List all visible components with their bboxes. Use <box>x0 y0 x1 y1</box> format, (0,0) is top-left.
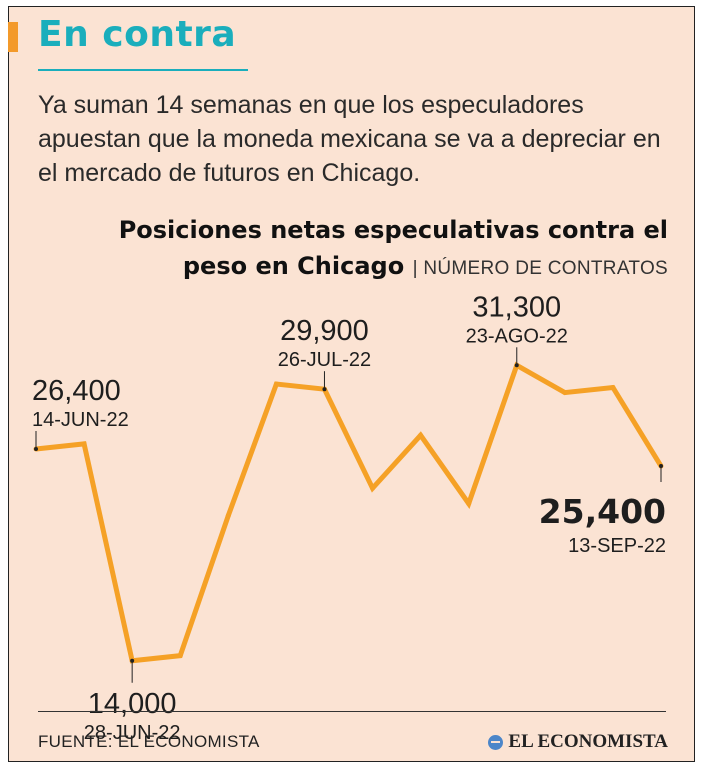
annotation-date: 28-JUN-22 <box>84 722 181 744</box>
data-point <box>466 501 472 507</box>
annotation-value: 29,900 <box>280 315 369 347</box>
annotation-value: 14,000 <box>88 688 177 720</box>
logo-text: EL ECONOMISTA <box>508 731 668 752</box>
data-point <box>418 432 424 438</box>
series-line <box>35 361 664 664</box>
annotation-dot <box>322 387 327 392</box>
data-point <box>370 485 376 491</box>
subtitle: Ya suman 14 semanas en que los especulad… <box>38 91 661 187</box>
annotation-dot <box>659 464 663 469</box>
chart-title: Posiciones netas especulativas contra el… <box>48 212 668 287</box>
annotation-value: 31,300 <box>472 291 561 323</box>
headline: En contra <box>38 14 237 55</box>
headline-underline <box>38 69 248 71</box>
annotation-dot <box>34 446 38 451</box>
accent-bar <box>8 22 18 52</box>
annotation-value: 25,400 <box>539 492 666 531</box>
annotation-dot <box>514 363 519 368</box>
card-background <box>8 6 695 762</box>
annotation-dot <box>130 658 135 663</box>
data-point <box>273 381 279 387</box>
data-point <box>562 390 568 396</box>
annotation-date: 14-JUN-22 <box>32 409 129 431</box>
annotation-date: 13-SEP-22 <box>568 535 666 557</box>
data-point <box>177 653 183 659</box>
annotation-value: 26,400 <box>32 375 121 407</box>
data-point <box>225 513 231 519</box>
data-point <box>81 441 87 447</box>
chart-unit-label: | NÚMERO DE CONTRATOS <box>412 258 668 279</box>
publisher-logo: EL ECONOMISTA <box>488 731 668 753</box>
annotation-date: 26-JUL-22 <box>278 349 371 371</box>
source-note: FUENTE: EL ECONOMISTA <box>38 732 260 751</box>
annotation-date: 23-AGO-22 <box>466 325 568 347</box>
data-point <box>610 384 616 390</box>
logo-globe-icon <box>488 734 504 750</box>
chart-title-text: Posiciones netas especulativas contra el… <box>118 216 668 280</box>
footer-divider <box>38 711 666 712</box>
